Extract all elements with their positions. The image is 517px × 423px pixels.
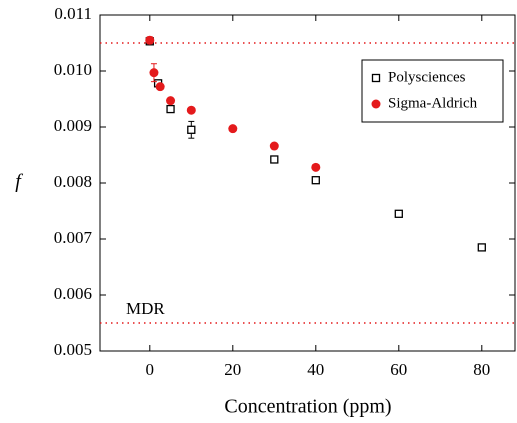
legend-marker — [371, 73, 381, 83]
point — [394, 209, 403, 218]
y-tick-label: 0.005 — [54, 340, 92, 359]
legend-label: Polysciences — [388, 69, 466, 85]
x-tick-label: 40 — [307, 360, 324, 379]
legend-box — [361, 59, 504, 123]
x-tick-label: 80 — [473, 360, 490, 379]
y-tick-label: 0.010 — [54, 60, 92, 79]
point — [311, 176, 320, 185]
point — [186, 105, 196, 115]
y-tick-label: 0.009 — [54, 116, 92, 135]
point — [311, 162, 321, 172]
point — [166, 96, 176, 106]
point — [166, 104, 175, 114]
legend-marker — [371, 99, 381, 109]
point — [228, 124, 238, 134]
point — [187, 125, 196, 134]
y-tick-label: 0.006 — [54, 284, 92, 303]
point — [149, 68, 159, 78]
point — [145, 35, 155, 45]
point — [477, 243, 486, 252]
point — [270, 155, 279, 164]
y-tick-label: 0.011 — [54, 4, 92, 23]
point — [269, 141, 279, 151]
y-tick-label: 0.007 — [54, 228, 93, 247]
y-tick-label: 0.008 — [54, 172, 92, 191]
legend-label: Sigma-Aldrich — [388, 95, 478, 111]
point — [155, 82, 165, 92]
x-tick-label: 0 — [146, 360, 155, 379]
x-tick-label: 20 — [224, 360, 241, 379]
reference-label: MDR — [126, 299, 165, 318]
y-axis-label: f — [15, 171, 23, 193]
x-axis-label: Concentration (ppm) — [224, 396, 391, 418]
x-tick-label: 60 — [390, 360, 407, 379]
